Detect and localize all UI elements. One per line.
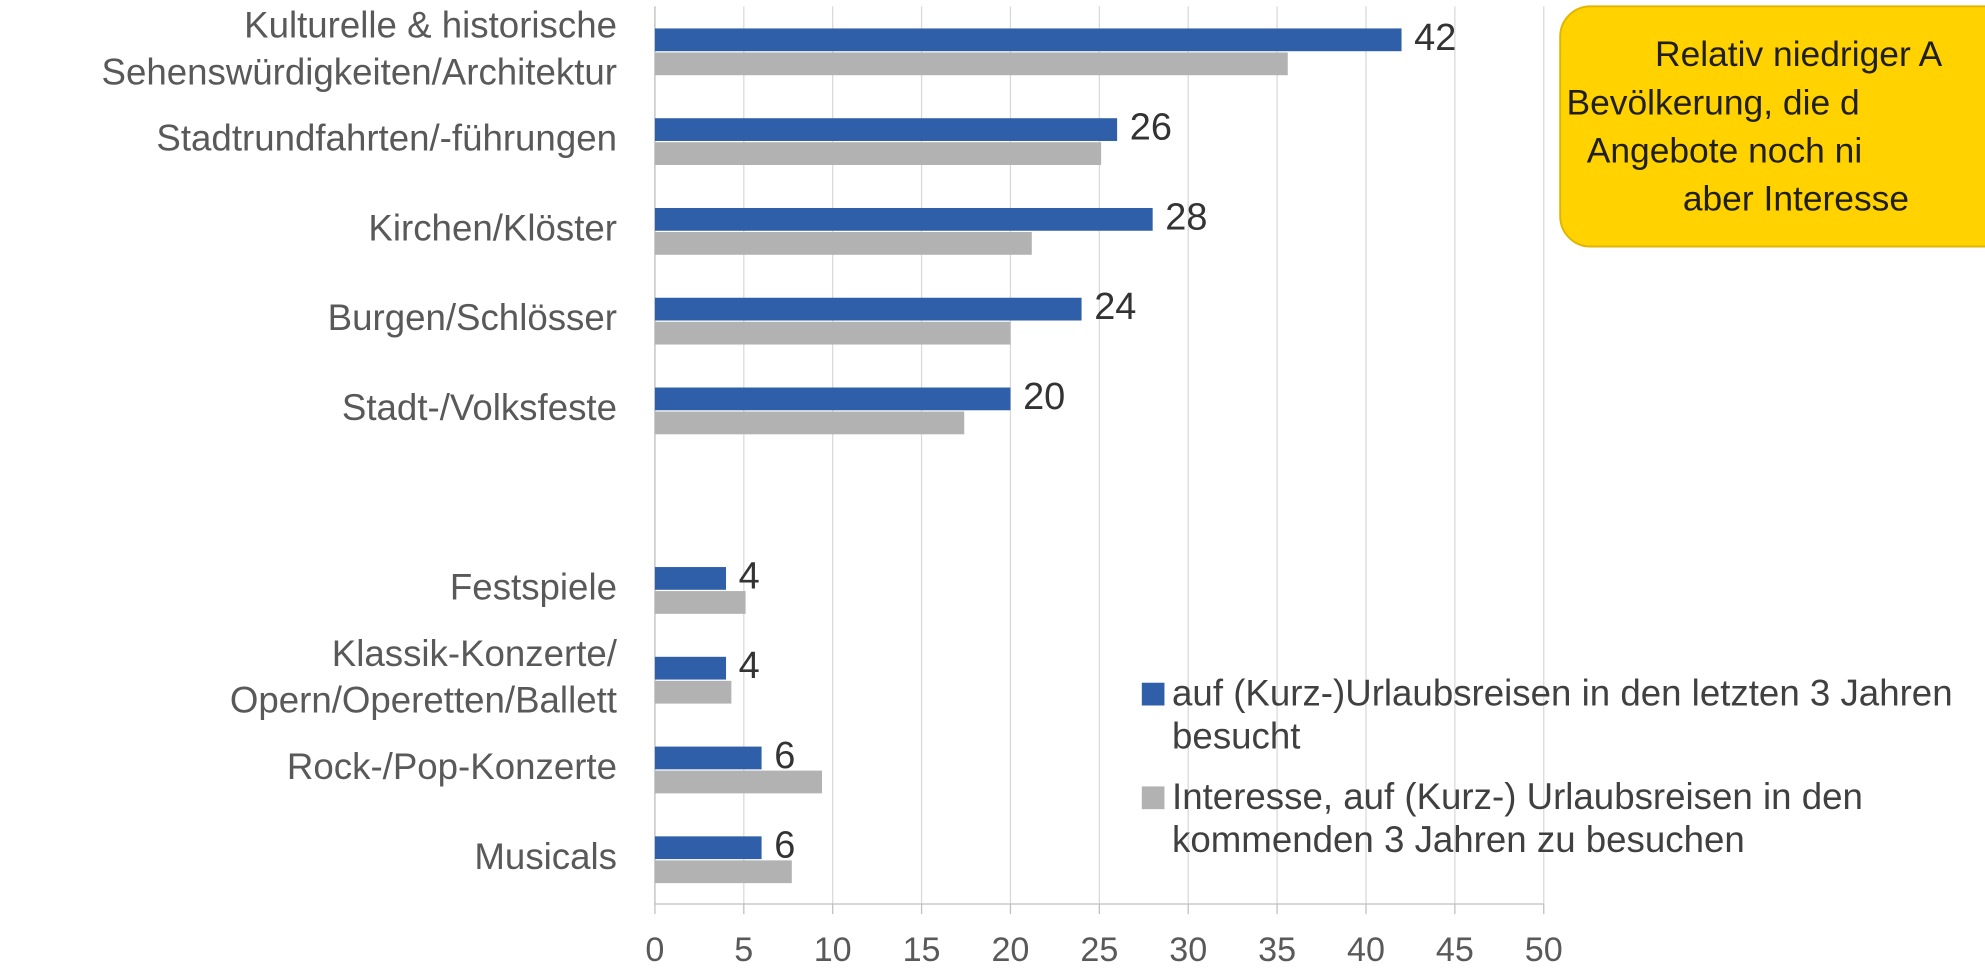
y-tick-label: Kirchen/Klöster bbox=[368, 207, 617, 248]
bar bbox=[654, 770, 823, 794]
legend-item: auf (Kurz-)Urlaubsreisen in den letzten … bbox=[1141, 673, 1976, 759]
legend-label: Interesse, auf (Kurz-) Urlaubsreisen in … bbox=[1172, 777, 1863, 862]
bar bbox=[654, 28, 1402, 52]
annotation-line: aber Interesse bbox=[1683, 178, 1909, 218]
bar bbox=[654, 836, 762, 860]
value-label: 24 bbox=[1094, 286, 1136, 328]
x-tick-label: 45 bbox=[1436, 931, 1474, 969]
y-tick-label: Kulturelle & historische bbox=[244, 5, 617, 46]
legend-swatch bbox=[1141, 786, 1165, 810]
bar bbox=[654, 142, 1102, 165]
bar bbox=[654, 321, 1011, 345]
bar bbox=[654, 746, 762, 770]
bar bbox=[654, 411, 965, 435]
bar bbox=[654, 52, 1288, 76]
value-label: 42 bbox=[1414, 17, 1456, 59]
x-tick-label: 30 bbox=[1169, 931, 1207, 969]
x-tick-label: 40 bbox=[1347, 931, 1385, 969]
bar bbox=[654, 860, 792, 884]
x-tick-label: 20 bbox=[991, 931, 1029, 969]
x-tick-label: 0 bbox=[645, 931, 664, 969]
legend-swatch bbox=[1141, 682, 1165, 706]
value-label: 28 bbox=[1165, 196, 1207, 238]
x-tick-label: 10 bbox=[814, 931, 852, 969]
value-label: 20 bbox=[1023, 376, 1065, 418]
bar bbox=[654, 387, 1011, 411]
bar bbox=[654, 591, 746, 614]
bar bbox=[654, 297, 1082, 321]
bar bbox=[654, 680, 732, 704]
value-label: 6 bbox=[774, 825, 795, 867]
bar bbox=[654, 232, 1032, 255]
y-tick-label: Burgen/Schlösser bbox=[328, 297, 617, 338]
annotation-line: Angebote noch ni bbox=[1587, 130, 1863, 170]
x-tick-label: 50 bbox=[1525, 931, 1563, 969]
legend-label: auf (Kurz-)Urlaubsreisen in den letzten … bbox=[1172, 673, 1953, 758]
annotation-box bbox=[1559, 5, 1985, 248]
x-tick-label: 15 bbox=[903, 931, 941, 969]
y-tick-label: Stadt-/Volksfeste bbox=[342, 387, 617, 428]
y-tick-label: Musicals bbox=[474, 836, 617, 877]
y-tick-label: Opern/Operetten/Ballett bbox=[230, 680, 617, 721]
value-label: 4 bbox=[739, 645, 760, 687]
y-tick-label: Klassik-Konzerte/ bbox=[332, 633, 618, 674]
annotation-line: Bevölkerung, die d bbox=[1567, 82, 1860, 122]
annotation-line: Relativ niedriger A bbox=[1655, 34, 1943, 74]
value-label: 6 bbox=[774, 735, 795, 777]
legend-item: Interesse, auf (Kurz-) Urlaubsreisen in … bbox=[1141, 776, 1976, 862]
plot: 0 5 10 15 20 25 30 35 40 45 50 Kulturelle & histori… bbox=[101, 5, 1562, 970]
y-tick-label: Sehenswürdigkeiten/Architektur bbox=[101, 51, 617, 92]
x-tick-label: 25 bbox=[1080, 931, 1118, 969]
legend-box: auf (Kurz-)Urlaubsreisen in den letzten … bbox=[1141, 673, 1976, 863]
value-label: 4 bbox=[739, 555, 760, 597]
x-tick-label: 5 bbox=[734, 931, 753, 969]
bar bbox=[654, 118, 1118, 141]
y-tick-label: Stadtrundfahrten/-führungen bbox=[156, 118, 617, 159]
y-tick-label: Festspiele bbox=[450, 566, 617, 607]
x-tick-label: 35 bbox=[1258, 931, 1296, 969]
bar bbox=[654, 567, 727, 590]
bar bbox=[654, 207, 1153, 231]
legend: auf (Kurz-)Urlaubsreisen in den letzten … bbox=[1141, 673, 1976, 863]
y-tick-label: Rock-/Pop-Konzerte bbox=[287, 746, 617, 787]
bar bbox=[654, 656, 727, 680]
value-label: 26 bbox=[1130, 107, 1172, 149]
